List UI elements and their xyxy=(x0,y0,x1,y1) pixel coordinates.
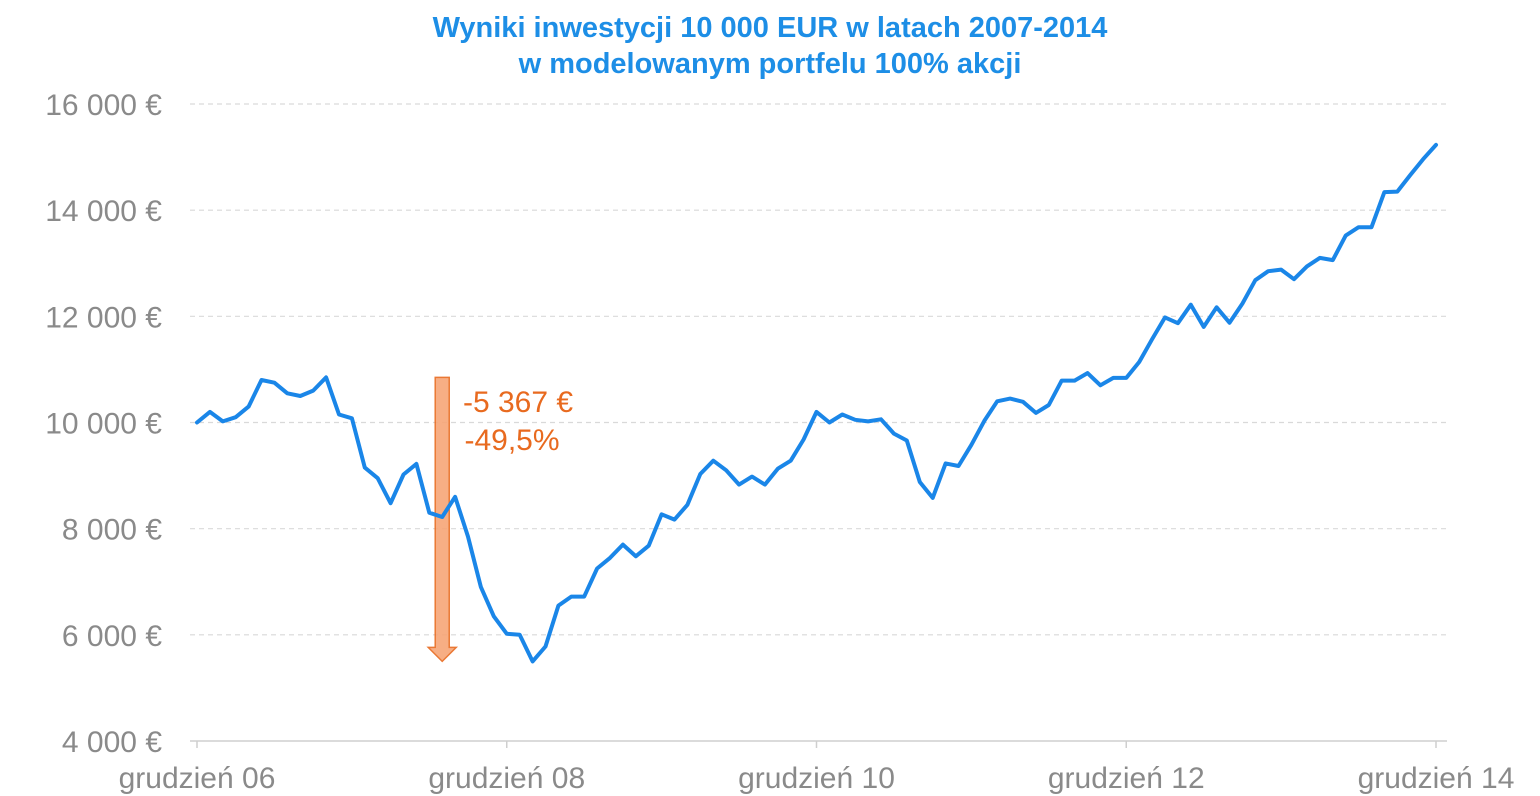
y-tick-label: 4 000 € xyxy=(62,726,162,759)
x-tick-label: grudzień 10 xyxy=(738,762,895,795)
series-points xyxy=(195,143,1438,664)
chart-subtitle: w modelowanym portfelu 100% akcji xyxy=(518,48,1022,80)
y-tick-label: 12 000 € xyxy=(45,301,162,334)
y-tick-label: 16 000 € xyxy=(45,89,162,122)
y-tick-label: 6 000 € xyxy=(62,620,162,653)
series-line xyxy=(195,142,1438,664)
annotation-amount: -5 367 € xyxy=(463,386,573,419)
x-tick-label: grudzień 12 xyxy=(1048,762,1205,795)
y-tick-label: 10 000 € xyxy=(45,408,162,441)
y-tick-label: 8 000 € xyxy=(62,514,162,547)
chart-title: Wyniki inwestycji 10 000 EUR w latach 20… xyxy=(432,12,1108,44)
x-tick-label: grudzień 06 xyxy=(119,762,276,795)
drawdown-arrow xyxy=(426,376,459,663)
y-tick-label: 14 000 € xyxy=(45,195,162,228)
chart-title-block: Wyniki inwestycji 10 000 EUR w latach 20… xyxy=(0,10,1540,82)
x-tick-label: grudzień 08 xyxy=(428,762,585,795)
x-tick-label: grudzień 14 xyxy=(1358,762,1515,795)
annotation-percent: -49,5% xyxy=(464,424,559,457)
